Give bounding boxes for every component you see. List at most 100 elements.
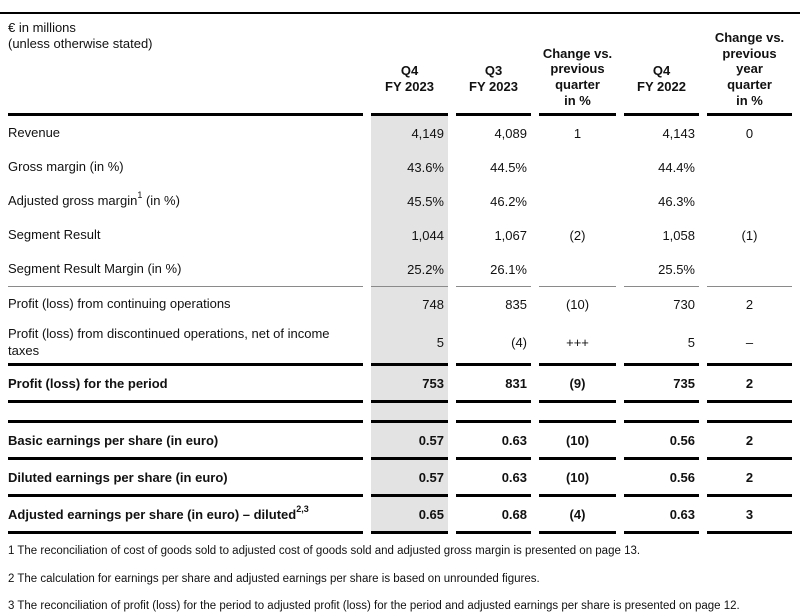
row-label: Gross margin (in %) <box>8 159 124 175</box>
quarterly-results-table: € in millions (unless otherwise stated) … <box>0 12 800 535</box>
cell-change-vs-previous-quarter: 1 <box>573 125 582 141</box>
spacer-cell <box>539 403 616 420</box>
spacer-cell <box>371 403 448 421</box>
row-label: Segment Result Margin (in %) <box>8 252 363 287</box>
cell-change-vs-previous-year-quarter <box>707 150 792 184</box>
col-header-change-vs-previous-quarter: Change vs. previous quarter in % <box>539 14 616 116</box>
table-row: Basic earnings per share (in euro) 0.57 0.… <box>8 420 792 458</box>
cell-q4-fy2023: 1,044 <box>371 218 448 252</box>
cell-q4-fy2023: 45.5% <box>371 184 448 218</box>
cell-q4-fy2022: 0.63 <box>624 494 699 535</box>
cell-q4-fy2022: 0.56 <box>624 457 699 494</box>
cell-change-vs-previous-quarter <box>539 150 616 184</box>
cell-q4-fy2022: 735 <box>624 363 699 404</box>
cell-q4-fy2022: 730 <box>673 296 695 312</box>
cell-q3-fy2023: 0.63 <box>456 420 531 457</box>
table-row: Adjusted earnings per share (in euro) – … <box>8 494 792 535</box>
cell-q4-fy2023: 748 <box>371 287 448 321</box>
cell-change-vs-previous-year-quarter: 2 <box>707 457 792 494</box>
cell-change-vs-previous-quarter: (4) <box>539 494 616 535</box>
row-label: Basic earnings per share (in euro) <box>8 420 363 457</box>
spacer-row <box>8 403 792 421</box>
footnotes: 1 The reconciliation of cost of goods so… <box>0 534 800 614</box>
cell-change-vs-previous-quarter: +++ <box>566 334 589 350</box>
cell-change-vs-previous-year-quarter: (1) <box>741 227 758 243</box>
table-row: Profit (loss) from discontinued operatio… <box>8 321 792 364</box>
cell-q4-fy2023: 0.57 <box>371 420 448 458</box>
cell-q4-fy2023: 4,149 <box>371 116 448 150</box>
cell-q4-fy2023: 0.65 <box>371 494 448 535</box>
cell-q3-fy2023: 26.1% <box>456 252 531 287</box>
cell-change-vs-previous-quarter: (10) <box>565 296 590 312</box>
cell-q4-fy2022: 25.5% <box>624 252 699 287</box>
cell-change-vs-previous-year-quarter: 0 <box>745 125 754 141</box>
cell-q3-fy2023: 4,089 <box>494 125 527 141</box>
cell-change-vs-previous-quarter <box>539 184 616 218</box>
col-header-change-vs-previous-year-quarter: Change vs. previous year quarter in % <box>707 14 792 116</box>
spacer-cell <box>624 403 699 420</box>
col-header-q4-fy2023: Q4 FY 2023 <box>371 14 448 116</box>
cell-change-vs-previous-quarter: (2) <box>569 227 586 243</box>
cell-change-vs-previous-year-quarter: – <box>745 334 754 350</box>
cell-change-vs-previous-year-quarter: 3 <box>707 494 792 535</box>
table-row: Adjusted gross margin1 (in %) 45.5% 46.2% 4… <box>8 184 792 218</box>
cell-q4-fy2022: 46.3% <box>658 193 695 209</box>
table-row: Gross margin (in %) 43.6% 44.5% 44.4% <box>8 150 792 184</box>
cell-change-vs-previous-year-quarter <box>707 252 792 287</box>
cell-q4-fy2023: 25.2% <box>371 252 448 287</box>
header-row: € in millions (unless otherwise stated) … <box>8 14 792 116</box>
row-label: Profit (loss) from continuing operations <box>8 296 231 312</box>
cell-q4-fy2023: 43.6% <box>371 150 448 184</box>
cell-q3-fy2023: 0.63 <box>456 457 531 494</box>
cell-q4-fy2022: 0.56 <box>624 420 699 457</box>
spacer-cell <box>707 403 792 420</box>
cell-q4-fy2022: 1,058 <box>662 227 695 243</box>
footnote-1: 1 The reconciliation of cost of goods so… <box>8 545 641 558</box>
row-label: Revenue <box>8 125 61 141</box>
cell-q3-fy2023: 44.5% <box>490 159 527 175</box>
table-unit-label: € in millions (unless otherwise stated) <box>8 14 363 116</box>
cell-change-vs-previous-year-quarter: 2 <box>745 296 754 312</box>
row-label: Profit (loss) from discontinued operatio… <box>8 326 330 359</box>
footnote-3: 3 The reconciliation of profit (loss) fo… <box>8 599 740 612</box>
table-row: Segment Result Margin (in %) 25.2% 26.1% 25… <box>8 252 792 287</box>
table-row: Diluted earnings per share (in euro) 0.57… <box>8 457 792 495</box>
cell-q4-fy2023: 0.57 <box>371 457 448 495</box>
footnote-ref: 1 <box>137 190 143 201</box>
cell-q4-fy2022: 44.4% <box>658 159 695 175</box>
cell-q3-fy2023: (4) <box>511 334 527 350</box>
cell-q3-fy2023: 46.2% <box>490 193 527 209</box>
cell-change-vs-previous-year-quarter <box>707 184 792 218</box>
cell-q4-fy2023: 5 <box>371 321 448 364</box>
cell-q3-fy2023: 835 <box>505 296 527 312</box>
footnote-ref: 2,3 <box>296 503 309 514</box>
table-row: Profit (loss) from continuing operations… <box>8 287 792 321</box>
col-header-q3-fy2023: Q3 FY 2023 <box>456 14 531 116</box>
spacer-cell <box>8 403 363 420</box>
cell-change-vs-previous-year-quarter: 2 <box>707 420 792 457</box>
table-row: Segment Result 1,044 1,067 (2) 1,058 (1) <box>8 218 792 252</box>
row-label: Profit (loss) for the period <box>8 363 363 404</box>
cell-change-vs-previous-quarter: (9) <box>539 363 616 404</box>
cell-q3-fy2023: 831 <box>456 363 531 404</box>
cell-change-vs-previous-year-quarter: 2 <box>707 363 792 404</box>
row-label: Adjusted gross margin1 (in %) <box>8 190 180 209</box>
table-row: Revenue 4,149 4,089 1 4,143 0 <box>8 116 792 150</box>
footnote-2: 2 The calculation for earnings per share… <box>8 572 540 585</box>
cell-q3-fy2023: 1,067 <box>494 227 527 243</box>
cell-q3-fy2023: 0.68 <box>456 494 531 535</box>
cell-change-vs-previous-quarter <box>539 252 616 287</box>
table-body: Revenue 4,149 4,089 1 4,143 0 Gross margin (in… <box>8 116 792 535</box>
col-header-q4-fy2022: Q4 FY 2022 <box>624 14 699 116</box>
cell-q4-fy2023: 753 <box>371 363 448 404</box>
row-label: Diluted earnings per share (in euro) <box>8 457 363 494</box>
table-row: Profit (loss) for the period 753 831 (9) 735… <box>8 363 792 404</box>
cell-change-vs-previous-quarter: (10) <box>539 457 616 494</box>
row-label: Segment Result <box>8 227 101 243</box>
cell-change-vs-previous-quarter: (10) <box>539 420 616 457</box>
row-label: Adjusted earnings per share (in euro) – … <box>8 494 363 535</box>
cell-q4-fy2022: 5 <box>687 334 695 350</box>
cell-q4-fy2022: 4,143 <box>662 125 695 141</box>
spacer-cell <box>456 403 531 420</box>
